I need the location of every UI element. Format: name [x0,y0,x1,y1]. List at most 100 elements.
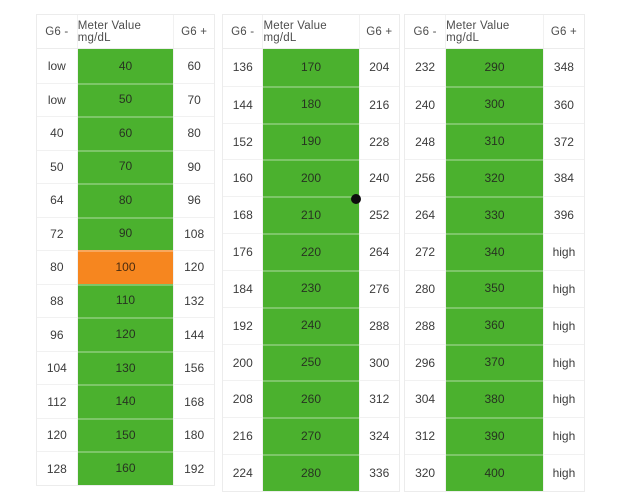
meter-value-cell: 340 [446,233,543,270]
g6-plus-cell: 108 [173,216,214,251]
g6-plus-cell: 360 [542,85,584,123]
g6-minus-cell: 176 [223,233,264,270]
table-row: 168 210 252 [223,196,399,234]
meter-value-cell: 320 [446,159,543,197]
table-row: 248 310 372 [405,122,584,160]
table-row: 192 240 288 [223,306,399,344]
table-row: 264 330 396 [405,196,584,234]
g6-plus-cell: 216 [358,85,399,123]
g6-minus-cell: 296 [405,343,447,381]
g6-plus-cell: 252 [358,196,399,234]
g6-minus-cell: 112 [37,384,78,418]
g6-plus-cell: high [542,233,584,270]
g6-plus-cell: 312 [358,380,399,418]
table-row: 136 170 204 [223,49,399,86]
g6-minus-cell: 304 [405,380,447,418]
g6-minus-cell: 40 [37,116,78,150]
g6-minus-cell: 264 [405,196,447,234]
meter-value-cell: 290 [446,49,543,86]
g6-minus-cell: 80 [37,250,78,284]
meter-value-cell: 300 [446,85,543,123]
table-row: 280 350 high [405,269,584,307]
g6-minus-cell: 120 [37,417,78,452]
g6-plus-cell: 144 [173,317,214,351]
g6-minus-cell: 160 [223,159,264,197]
g6-plus-cell: 70 [173,82,214,117]
calibration-table: G6 - Meter Value mg/dL G6 +136 170 204 144 180… [222,14,400,492]
meter-value-cell: 370 [446,343,543,381]
meter-value-cell: 40 [77,49,174,83]
table-row: 72 90 108 [37,216,214,251]
g6-plus-cell: high [542,269,584,307]
g6-plus-cell: high [542,454,584,491]
meter-value-cell: 140 [77,384,174,418]
g6-minus-cell: 152 [223,122,264,160]
g6-minus-header: G6 - [37,15,78,48]
g6-minus-cell: 256 [405,159,447,197]
g6-minus-header: G6 - [405,15,447,48]
g6-minus-cell: 216 [223,417,264,455]
g6-plus-cell: 156 [173,350,214,385]
meter-value-cell: 330 [446,196,543,234]
g6-minus-cell: 208 [223,380,264,418]
g6-plus-cell: 276 [358,269,399,307]
g6-minus-cell: 168 [223,196,264,234]
g6-plus-cell: 204 [358,49,399,86]
table-row: 152 190 228 [223,122,399,160]
table-row: 120 150 180 [37,417,214,452]
table-row: 64 80 96 [37,183,214,217]
meter-value-cell: 130 [77,350,174,385]
table-header-row: G6 - Meter Value mg/dL G6 + [405,15,584,49]
meter-value-cell: 400 [446,454,543,491]
meter-value-cell: 150 [77,417,174,452]
g6-minus-cell: 64 [37,183,78,217]
meter-value-cell: 380 [446,380,543,418]
table-row: 104 130 156 [37,350,214,385]
meter-value-cell: 60 [77,116,174,150]
meter-value-cell: 390 [446,417,543,455]
g6-plus-cell: 324 [358,417,399,455]
table-row: low 40 60 [37,49,214,83]
g6-plus-cell: 288 [358,306,399,344]
table-row: 288 360 high [405,306,584,344]
g6-plus-cell: 60 [173,49,214,83]
meter-value-cell: 270 [263,417,359,455]
table-header-row: G6 - Meter Value mg/dL G6 + [37,15,214,49]
table-row: 208 260 312 [223,380,399,418]
g6-plus-cell: 228 [358,122,399,160]
meter-value-header: Meter Value mg/dL [77,19,142,44]
g6-plus-cell: 120 [173,250,214,284]
meter-value-header: Meter Value mg/dL [446,19,510,44]
g6-plus-cell: 80 [173,116,214,150]
meter-value-cell: 90 [77,216,174,251]
meter-value-cell: 210 [263,196,359,234]
g6-minus-cell: 224 [223,454,264,491]
g6-minus-cell: 312 [405,417,447,455]
meter-value-cell: 160 [77,451,174,485]
meter-value-cell: 250 [263,343,359,381]
g6-minus-cell: 184 [223,269,264,307]
meter-value-header: Meter Value mg/dL [263,19,327,44]
g6-plus-header: G6 + [173,15,214,48]
meter-value-cell: 80 [77,183,174,217]
meter-value-cell: 70 [77,149,174,184]
table-row: 272 340 high [405,233,584,270]
g6-minus-cell: low [37,82,78,117]
table-body: 232 290 348 240 300 360 248 310 372 256 320 384 264 3… [405,49,584,491]
g6-minus-cell: 144 [223,85,264,123]
table-row: 216 270 324 [223,417,399,455]
g6-plus-header: G6 + [358,15,399,48]
g6-minus-cell: low [37,49,78,83]
table-row: 200 250 300 [223,343,399,381]
meter-value-cell: 100 [77,250,174,284]
g6-plus-cell: high [542,343,584,381]
table-row: 304 380 high [405,380,584,418]
black-dot-annotation [351,194,361,204]
table-row: 240 300 360 [405,85,584,123]
g6-plus-cell: 90 [173,149,214,184]
g6-minus-cell: 136 [223,49,264,86]
table-row: 232 290 348 [405,49,584,86]
table-row: 88 110 132 [37,283,214,318]
g6-minus-cell: 200 [223,343,264,381]
